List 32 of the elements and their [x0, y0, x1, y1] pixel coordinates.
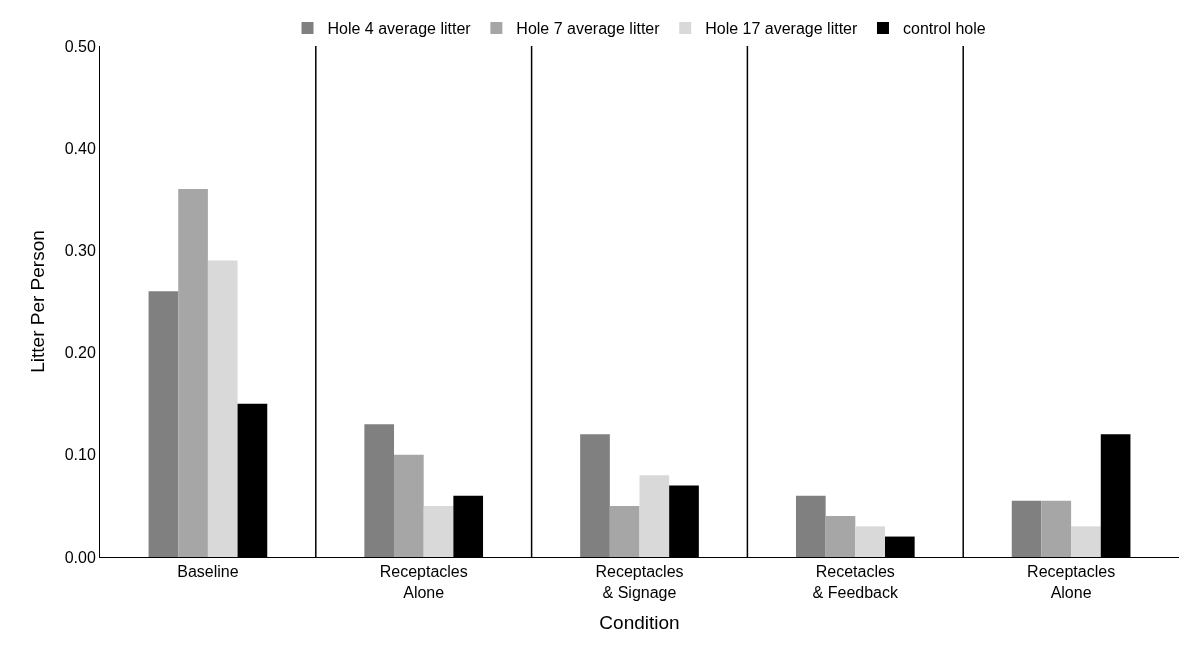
bar — [1071, 526, 1101, 557]
x-tick-label: Baseline — [177, 563, 239, 581]
bar — [609, 505, 640, 557]
legend-label: Hole 4 average litter — [327, 20, 472, 38]
y-tick-label: 0.50 — [64, 37, 96, 55]
legend-label: Hole 7 average litter — [516, 20, 661, 38]
x-tick-label: Receptacles Alone — [379, 563, 468, 601]
bar — [364, 424, 395, 557]
bar — [855, 526, 885, 557]
bar — [207, 260, 238, 557]
y-tick-label: 0.40 — [64, 139, 96, 157]
bar — [795, 495, 826, 557]
legend-label: control hole — [902, 20, 986, 38]
bar — [639, 475, 670, 557]
y-tick-label: 0.20 — [64, 344, 96, 362]
y-tick-label: 0.30 — [64, 242, 96, 259]
x-tick-label: Receptacles & Signage — [595, 563, 684, 601]
y-tick-label: 0.10 — [64, 446, 96, 464]
bar — [1041, 500, 1072, 557]
bar — [1011, 500, 1042, 557]
bar — [825, 516, 856, 557]
legend-label: Hole 17 average litter — [705, 20, 858, 38]
bar — [580, 434, 610, 557]
x-tick-label: Receptacles Alone — [1027, 563, 1116, 601]
bar — [178, 189, 208, 557]
y-axis-title: Litter Per Person — [26, 230, 48, 373]
x-axis-title: Condition — [599, 611, 680, 633]
bar — [148, 291, 179, 557]
y-tick-label: 0.00 — [64, 548, 96, 566]
bar — [423, 505, 454, 557]
bar — [394, 454, 424, 557]
x-tick-label: Recetacles & Feedback — [812, 563, 899, 601]
